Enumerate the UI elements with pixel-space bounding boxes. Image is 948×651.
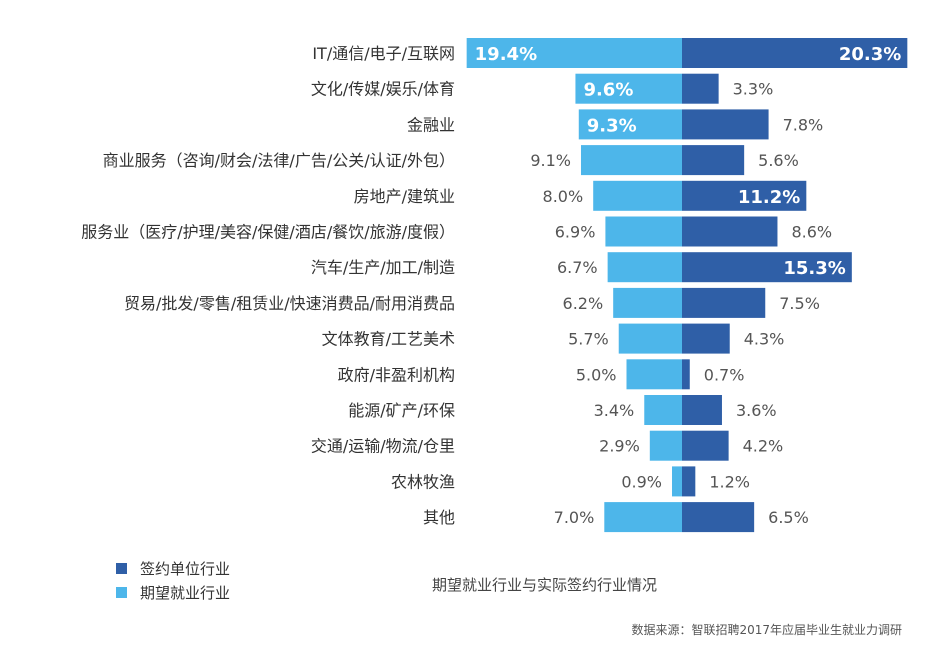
bar-expected [672, 466, 682, 497]
bar-expected [466, 38, 682, 68]
value-label-signed: 15.3% [783, 258, 845, 279]
legend-swatch-expected [116, 586, 127, 598]
legend-swatch-signed [116, 562, 127, 574]
bar-signed [682, 252, 852, 283]
value-label-signed: 0.7% [704, 365, 745, 384]
bar-expected [618, 323, 682, 354]
value-label-expected: 2.9% [599, 437, 640, 456]
value-label-signed: 8.6% [791, 223, 832, 242]
bar-signed [682, 38, 908, 68]
bar-expected [605, 216, 682, 247]
bar-signed [682, 287, 766, 318]
value-label-expected: 7.0% [554, 508, 595, 527]
bar-signed [682, 145, 745, 176]
bar-expected [580, 145, 682, 176]
category-label: 金融业 [407, 115, 455, 134]
bar-signed [682, 430, 729, 461]
value-label-expected: 19.4% [475, 44, 537, 65]
bar-expected [649, 430, 682, 461]
value-label-expected: 9.1% [530, 151, 571, 170]
bar-signed [682, 359, 690, 390]
value-label-signed: 4.3% [744, 330, 785, 349]
category-label: IT/通信/电子/互联网 [312, 44, 455, 63]
bar-expected [604, 502, 682, 533]
value-label-signed: 6.5% [768, 508, 809, 527]
value-label-expected: 6.2% [563, 294, 604, 313]
category-label: 服务业（医疗/护理/美容/保健/酒店/餐饮/旅游/度假） [81, 223, 455, 242]
bar-expected [575, 73, 682, 104]
value-label-expected: 8.0% [543, 187, 584, 206]
value-label-expected: 5.7% [568, 330, 609, 349]
value-label-expected: 0.9% [621, 472, 662, 491]
value-label-signed: 7.8% [783, 115, 824, 134]
category-label: 能源/矿产/环保 [348, 401, 455, 420]
bar-signed [682, 109, 769, 140]
category-label: 其他 [423, 508, 455, 527]
value-label-expected: 6.7% [557, 258, 598, 277]
category-label: 汽车/生产/加工/制造 [311, 258, 455, 277]
bar-expected [607, 252, 682, 283]
category-label: 房地产/建筑业 [354, 187, 455, 206]
legend: 签约单位行业 期望就业行业 [116, 556, 230, 604]
category-label: 政府/非盈利机构 [338, 365, 455, 384]
value-label-signed: 1.2% [709, 472, 750, 491]
category-label: 文化/传媒/娱乐/体育 [311, 80, 455, 99]
value-label-expected: 3.4% [594, 401, 635, 420]
value-label-expected: 5.0% [576, 365, 617, 384]
category-label: 农林牧渔 [391, 472, 455, 491]
value-label-signed: 3.6% [736, 401, 777, 420]
value-label-signed: 11.2% [738, 187, 800, 208]
bar-expected [613, 287, 682, 318]
value-label-signed: 5.6% [758, 151, 799, 170]
legend-item-signed: 签约单位行业 [116, 556, 230, 580]
value-label-expected: 9.3% [587, 115, 637, 136]
value-label-expected: 6.9% [555, 223, 596, 242]
category-label: 商业服务（咨询/财会/法律/广告/公关/认证/外包） [103, 151, 455, 170]
category-label: 文体教育/工艺美术 [322, 330, 455, 349]
legend-label-signed: 签约单位行业 [140, 559, 231, 578]
bar-signed [682, 466, 696, 497]
bar-expected [644, 395, 682, 425]
legend-label-expected: 期望就业行业 [140, 583, 231, 602]
bar-signed [682, 216, 778, 247]
value-label-signed: 7.5% [779, 294, 820, 313]
bar-signed [682, 323, 730, 354]
bar-signed [682, 395, 722, 425]
bar-signed [682, 502, 755, 533]
value-label-signed: 4.2% [743, 437, 784, 456]
bar-expected [578, 109, 682, 140]
bar-expected [593, 180, 682, 211]
value-label-expected: 9.6% [583, 80, 633, 101]
value-label-signed: 20.3% [839, 44, 901, 65]
bar-signed [682, 73, 719, 104]
legend-item-expected: 期望就业行业 [116, 580, 230, 604]
data-source-note: 数据来源：智联招聘2017年应届毕业生就业力调研 [631, 623, 902, 637]
category-label: 贸易/批发/零售/租赁业/快速消费品/耐用消费品 [124, 294, 455, 313]
chart-subtitle: 期望就业行业与实际签约行业情况 [432, 576, 658, 594]
bar-expected [626, 359, 682, 390]
bar-signed [682, 180, 807, 211]
value-label-signed: 3.3% [733, 80, 774, 99]
category-label: 交通/运输/物流/仓里 [311, 437, 455, 456]
